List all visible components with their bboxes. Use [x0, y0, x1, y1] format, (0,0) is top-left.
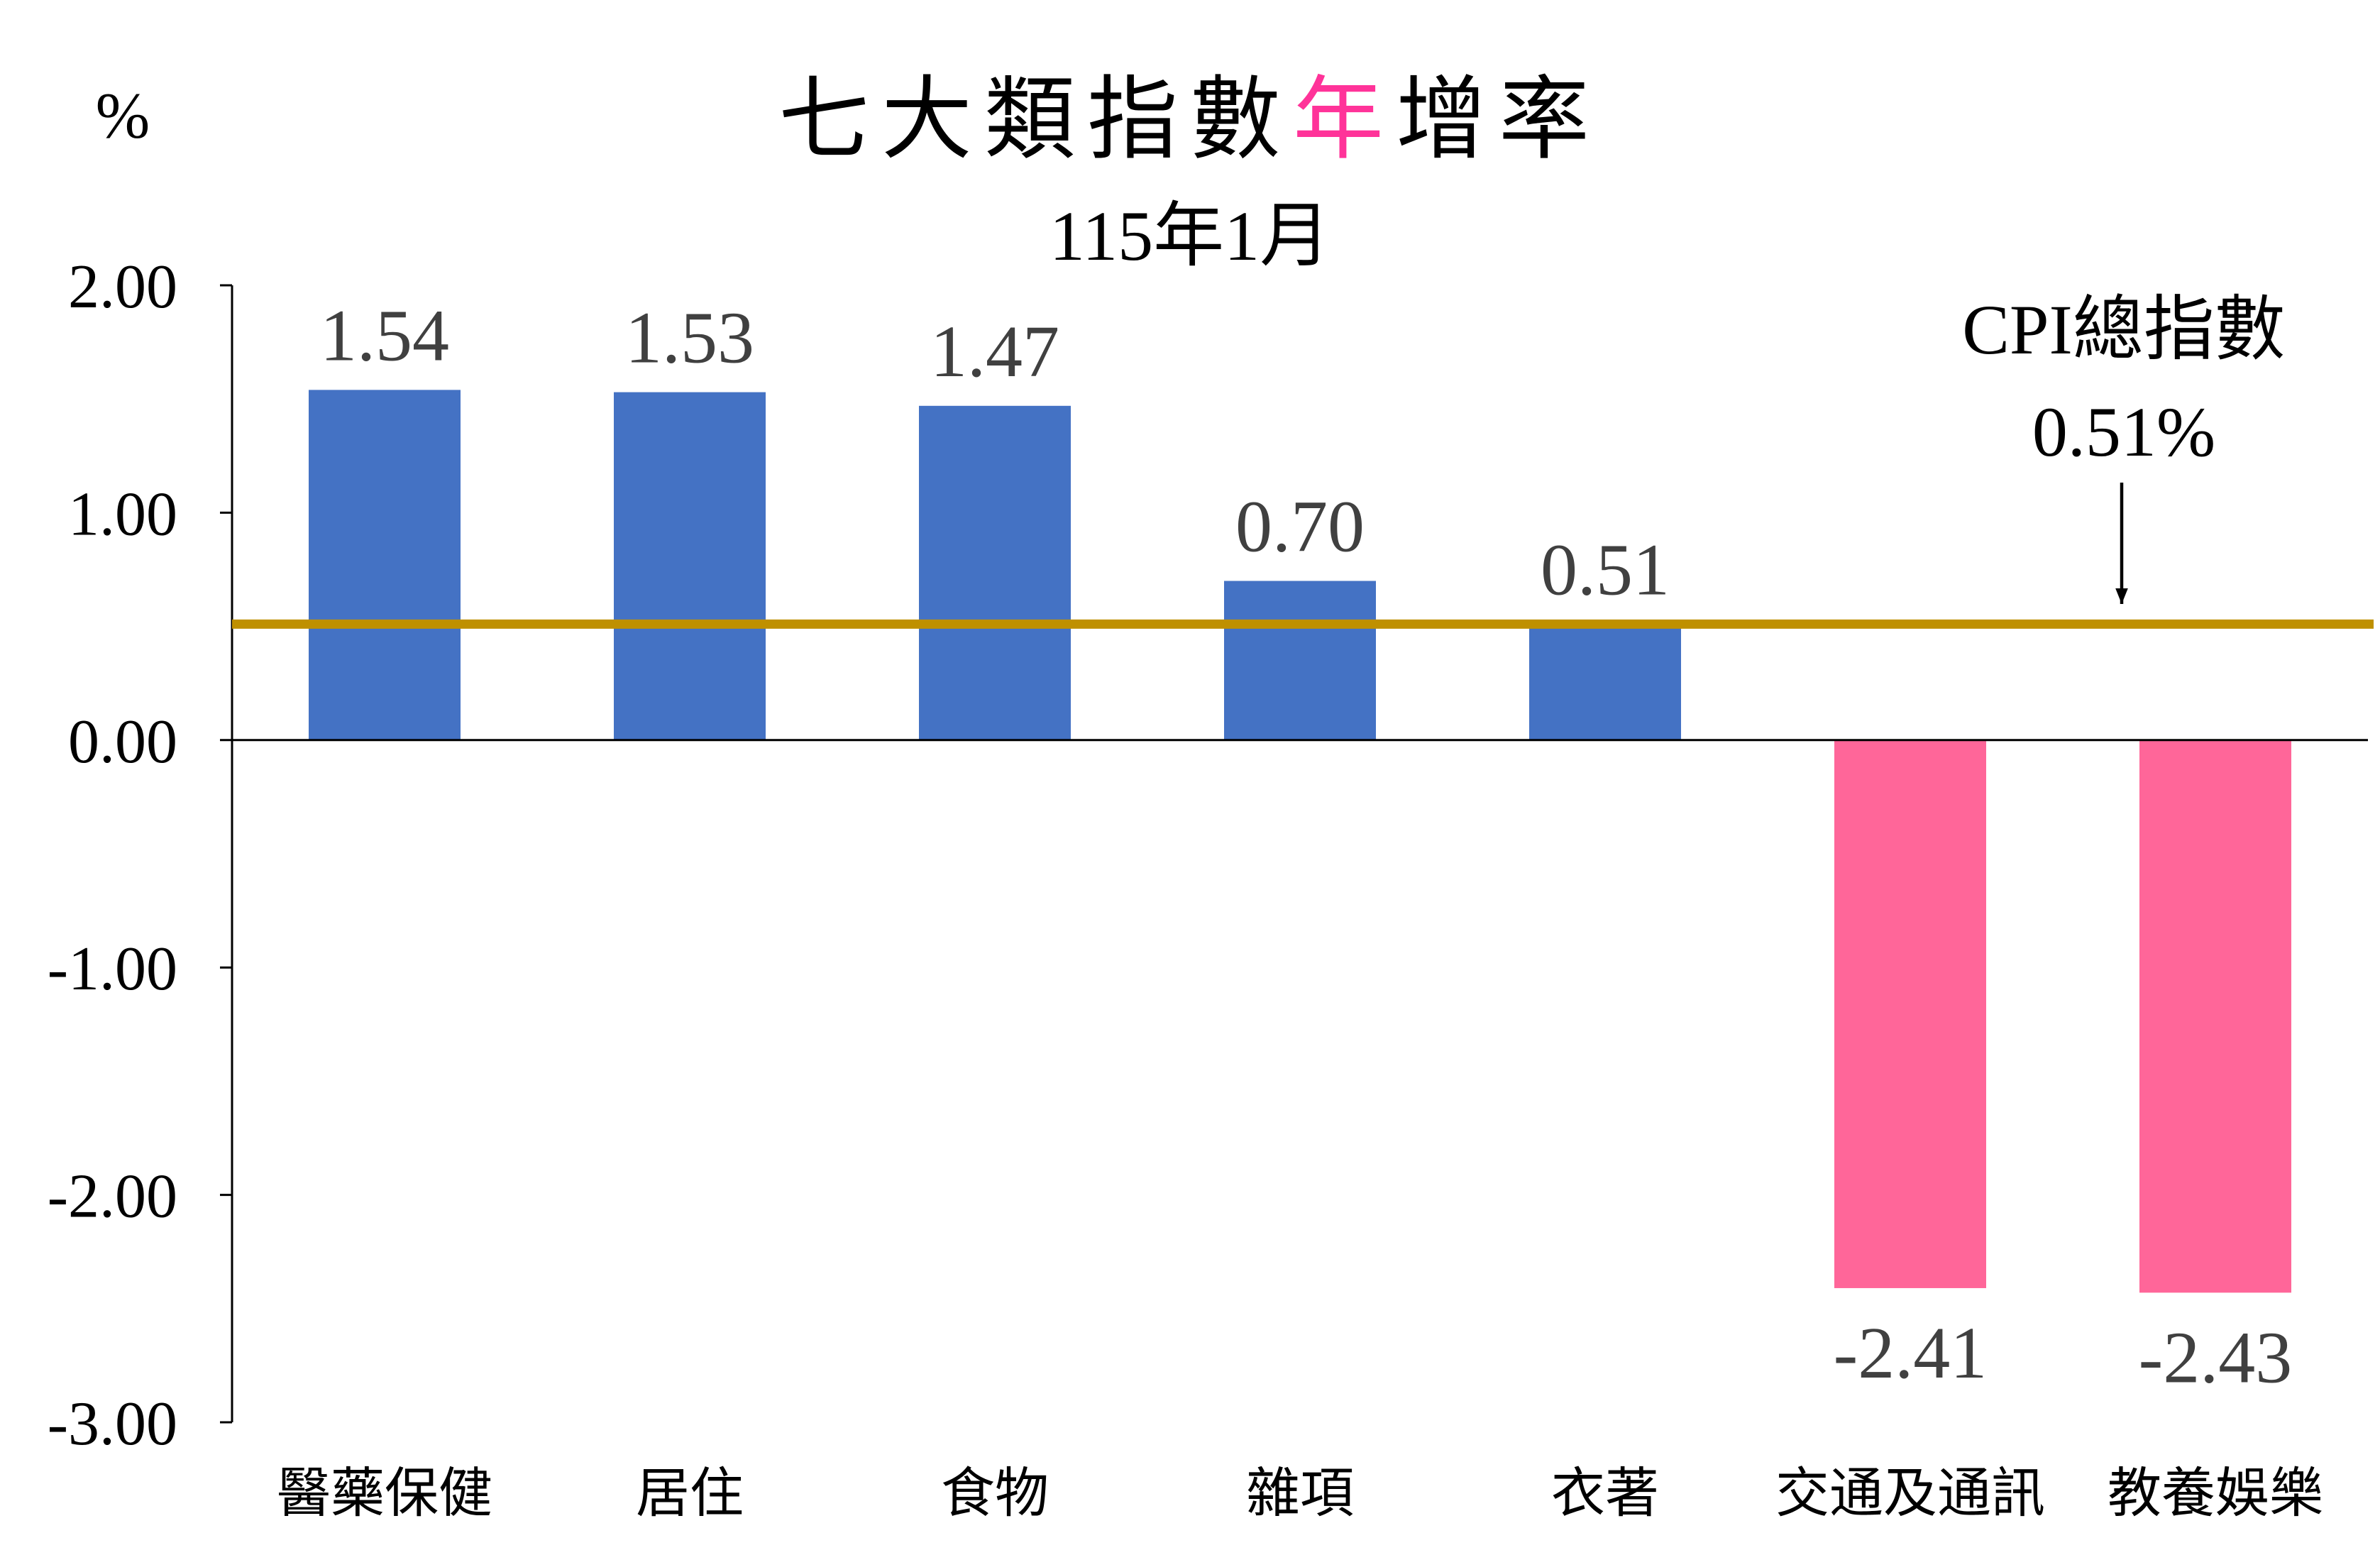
bar [919, 405, 1071, 740]
y-tick-label: -1.00 [48, 935, 177, 1004]
cpi-annotation-label: CPI總指數 [1962, 290, 2286, 369]
bar [614, 392, 766, 740]
title-highlight: 年 [1293, 70, 1396, 170]
y-tick-label: -2.00 [48, 1163, 177, 1231]
y-tick-label: 2.00 [68, 253, 177, 322]
data-label: -2.43 [2139, 1317, 2293, 1398]
data-label: 1.47 [930, 311, 1059, 392]
bar [2139, 740, 2291, 1293]
title-text-before: 七大類指數 [778, 70, 1293, 170]
data-label: 1.53 [625, 297, 754, 379]
y-axis-unit: % [96, 79, 150, 152]
title-text-after: 增率 [1396, 70, 1602, 170]
data-label: -2.41 [1834, 1312, 1988, 1394]
chart-title: 七大類指數年增率 [778, 70, 1602, 170]
bar [1529, 624, 1681, 740]
bar [1224, 581, 1376, 740]
data-label: 0.51 [1541, 529, 1670, 610]
category-label: 食物 [941, 1464, 1049, 1524]
data-label: 1.54 [320, 295, 449, 376]
category-label: 衣著 [1551, 1464, 1659, 1524]
category-label: 教養娛樂 [2108, 1464, 2323, 1524]
bar [1834, 740, 1986, 1288]
category-labels: 醫藥保健 居住 食物 雜項 衣著 交通及通訊 教養娛樂 [277, 1464, 2323, 1524]
y-tick-label: 0.00 [68, 708, 177, 776]
y-tick-label: -3.00 [48, 1390, 177, 1458]
category-label: 居住 [636, 1464, 744, 1524]
data-label: 0.70 [1235, 486, 1365, 568]
y-tick-label: 1.00 [68, 480, 177, 549]
value-labels: 1.54 1.53 1.47 0.70 0.51 -2.41 -2.43 [320, 295, 2292, 1398]
chart-subtitle: 115年1月 [1049, 197, 1331, 275]
cpi-annotation-value: 0.51% [2032, 392, 2215, 471]
bars [309, 390, 2291, 1293]
category-label: 醫藥保健 [277, 1464, 492, 1524]
bar [309, 390, 461, 740]
y-axis: 2.00 1.00 0.00 -1.00 -2.00 -3.00 [48, 253, 2368, 1458]
category-label: 雜項 [1246, 1464, 1354, 1524]
category-label: 交通及通訊 [1775, 1464, 2045, 1524]
